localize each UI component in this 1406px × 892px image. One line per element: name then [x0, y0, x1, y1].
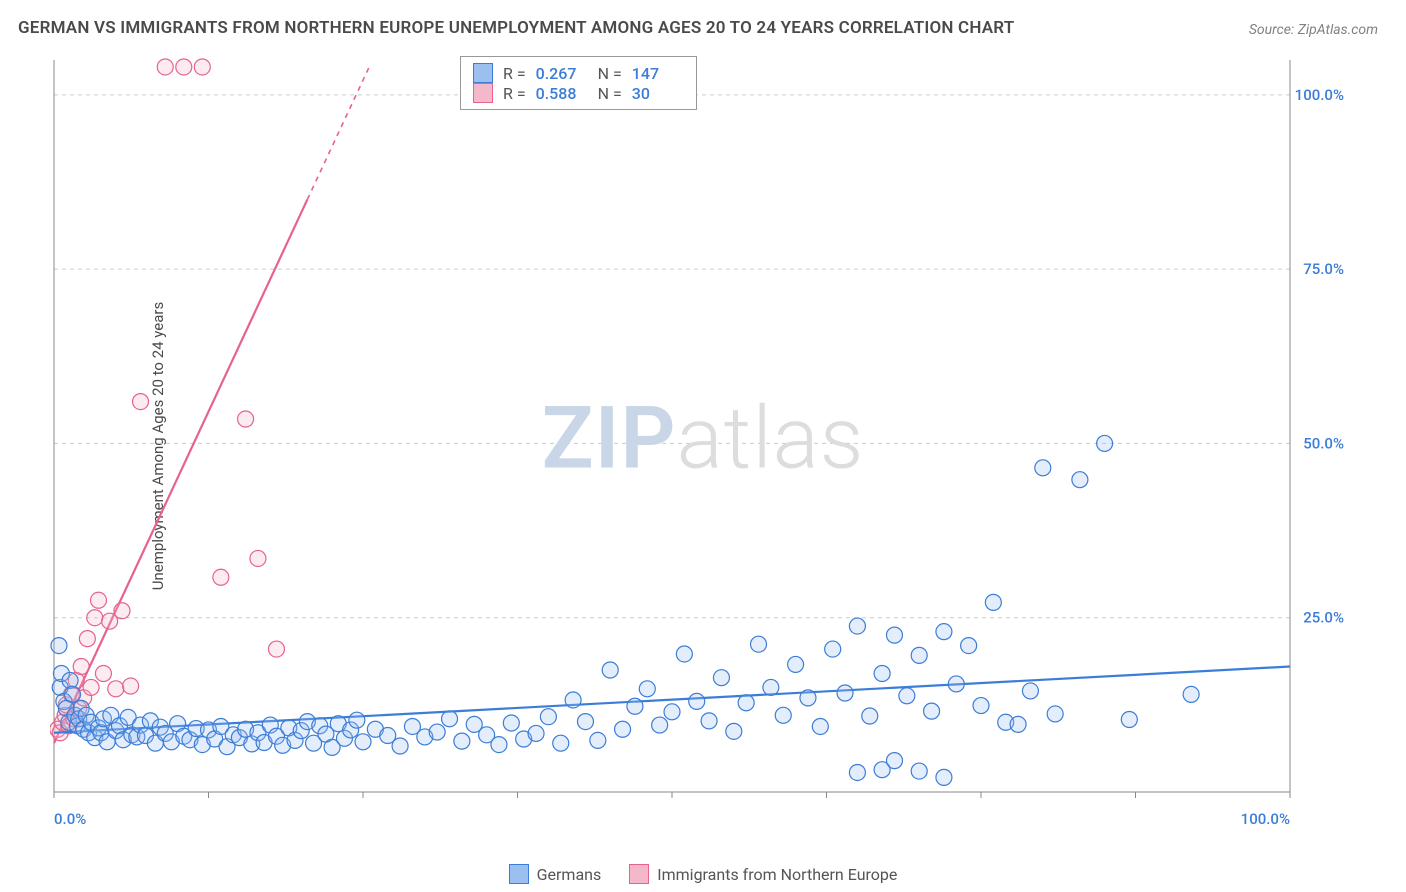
legend-r-label: R = [503, 64, 526, 83]
swatch-immigrants [473, 83, 493, 103]
legend-n-immigrants: 30 [632, 84, 684, 103]
svg-text:0.0%: 0.0% [54, 810, 86, 828]
svg-text:100.0%: 100.0% [1241, 810, 1290, 828]
plot-svg: 25.0% 50.0% 75.0% 100.0% 0.0% 100.0% [50, 48, 1350, 828]
legend-n-label: N = [598, 64, 622, 83]
legend-label-germans: Germans [537, 865, 602, 884]
svg-text:75.0%: 75.0% [1303, 260, 1344, 278]
svg-text:25.0%: 25.0% [1303, 609, 1344, 627]
correlation-legend: R = 0.267 N = 147 R = 0.588 N = 30 [460, 56, 697, 110]
legend-n-germans: 147 [632, 64, 684, 83]
scatter-plot: 25.0% 50.0% 75.0% 100.0% 0.0% 100.0% [50, 48, 1350, 828]
legend-n-label: N = [598, 84, 622, 103]
chart-title: GERMAN VS IMMIGRANTS FROM NORTHERN EUROP… [18, 18, 1014, 38]
legend-label-immigrants: Immigrants from Northern Europe [657, 865, 897, 884]
legend-r-germans: 0.267 [536, 64, 588, 83]
legend-r-immigrants: 0.588 [536, 84, 588, 103]
source-attribution: Source: ZipAtlas.com [1249, 22, 1378, 38]
swatch-germans-bottom [509, 864, 529, 884]
swatch-immigrants-bottom [629, 864, 649, 884]
svg-text:100.0%: 100.0% [1295, 86, 1344, 104]
legend-r-label: R = [503, 84, 526, 103]
legend-item-immigrants: Immigrants from Northern Europe [629, 864, 897, 884]
swatch-germans [473, 63, 493, 83]
series-legend: Germans Immigrants from Northern Europe [0, 864, 1406, 884]
svg-text:50.0%: 50.0% [1303, 434, 1344, 452]
legend-row-immigrants: R = 0.588 N = 30 [473, 83, 684, 103]
legend-item-germans: Germans [509, 864, 602, 884]
legend-row-germans: R = 0.267 N = 147 [473, 63, 684, 83]
